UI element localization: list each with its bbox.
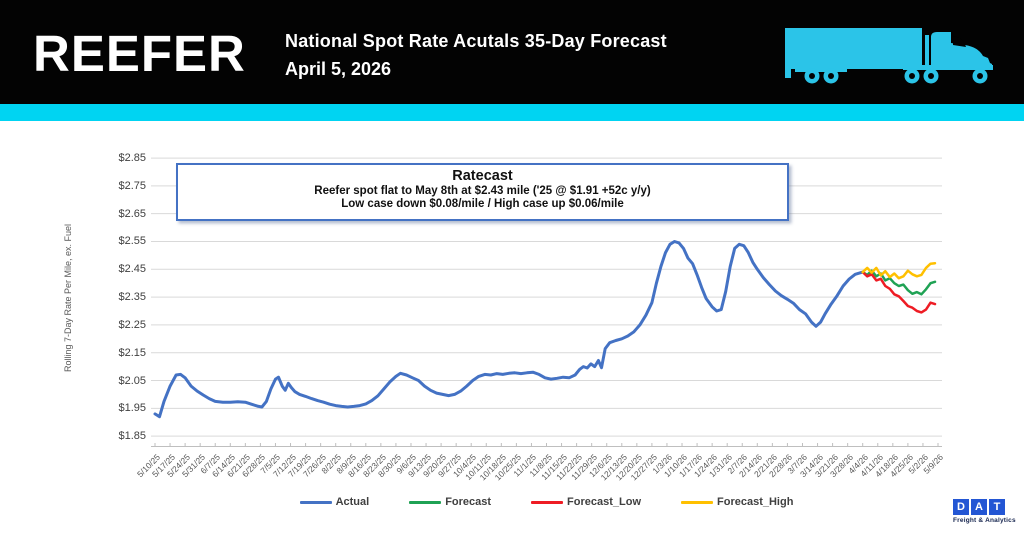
dat-logo-letter: T [989,499,1005,515]
y-tick-label: $2.05 [118,374,146,387]
annotation-title: Ratecast [452,168,513,184]
y-tick-label: $1.95 [118,402,146,415]
y-tick-label: $2.75 [118,179,146,192]
y-axis-title: Rolling 7-Day Rate Per Mile, ex. Fuel [63,223,73,373]
legend-label: Forecast_Low [567,496,642,508]
y-tick-label: $2.45 [118,263,146,276]
legend-swatch [681,500,714,504]
legend-swatch [299,500,332,504]
chart-canvas [151,157,942,447]
y-tick-label: $2.15 [118,346,146,359]
dat-logo-letter: A [971,499,987,515]
chart-legend: Actual Forecast Forecast_Low Forecast_High [151,496,942,508]
ratecast-annotation-box: Ratecast Reefer spot flat to May 8th at … [176,163,789,221]
series-line-forecast [861,269,937,296]
report-date: April 5, 2026 [285,59,392,79]
report-title: National Spot Rate Acutals 35-Day Foreca… [285,31,667,51]
dat-logo-tagline: Freight & Analytics [953,517,1016,524]
y-tick-label: $2.55 [118,235,146,248]
series-line-forecast_low [861,270,937,314]
accent-stripe [0,104,1024,121]
y-tick-label: $2.35 [118,291,146,304]
annotation-line-1: Reefer spot flat to May 8th at $2.43 mil… [314,185,651,197]
legend-swatch [531,500,564,504]
series-line-actual [153,240,865,419]
series-line-forecast_high [861,261,937,280]
legend-label: Forecast [445,496,492,508]
legend-item-actual: Actual [299,496,370,508]
reefer-logo: REEFER [33,25,246,82]
y-tick-label: $2.25 [118,318,146,331]
truck-icon [785,28,993,84]
y-tick-label: $1.85 [118,430,146,443]
plot-area [151,150,942,447]
y-tick-label: $2.65 [118,207,146,220]
dat-logo-letter: D [953,499,969,515]
legend-item-forecast_low: Forecast_Low [531,496,641,508]
legend-item-forecast_high: Forecast_High [681,496,793,508]
legend-label: Forecast_High [717,496,794,508]
header-banner: REEFER National Spot Rate Acutals 35-Day… [0,0,1024,104]
legend-item-forecast: Forecast [409,496,491,508]
report-title-block: National Spot Rate Acutals 35-Day Foreca… [285,31,667,80]
y-tick-label: $2.85 [118,152,146,165]
legend-swatch [409,500,442,504]
annotation-line-2: Low case down $0.08/mile / High case up … [341,198,624,210]
legend-label: Actual [335,496,370,508]
